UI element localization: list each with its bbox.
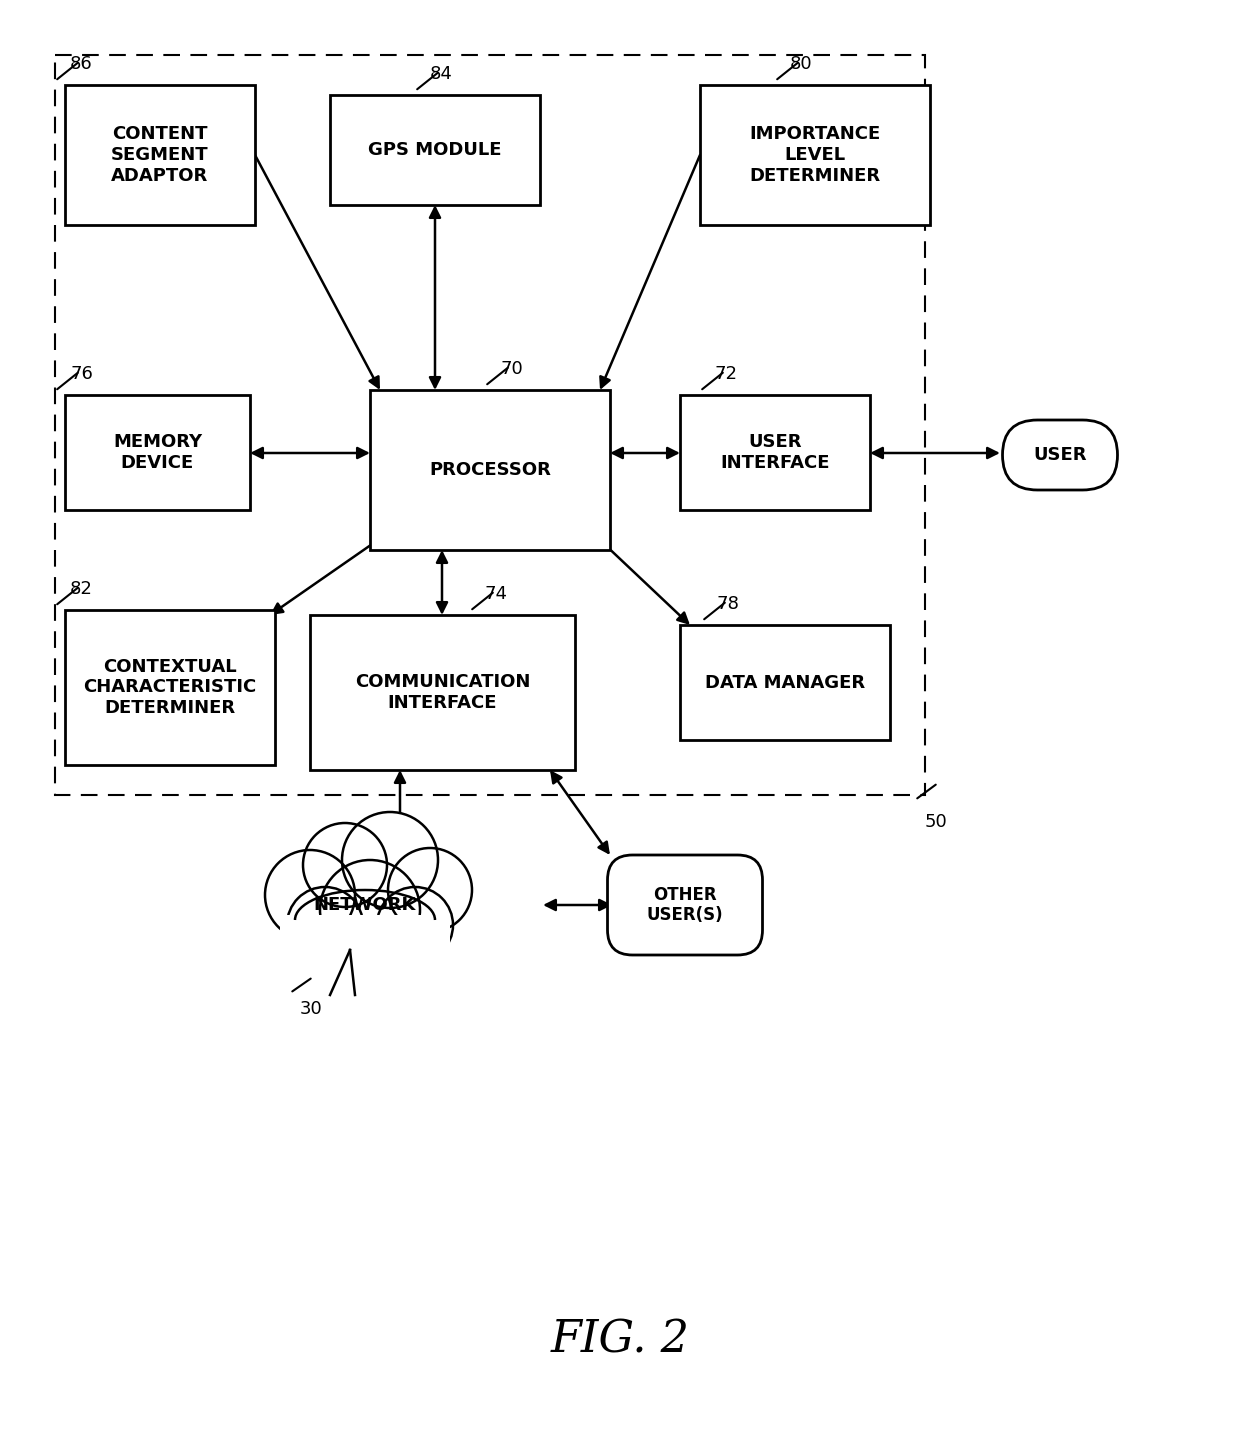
Text: MEMORY
DEVICE: MEMORY DEVICE <box>113 432 202 473</box>
Text: NETWORK: NETWORK <box>314 896 417 914</box>
Bar <box>680 624 890 740</box>
Text: 70: 70 <box>500 359 523 378</box>
Circle shape <box>342 812 438 908</box>
Bar <box>330 95 539 205</box>
Bar <box>64 84 255 225</box>
Bar <box>280 915 450 965</box>
Text: CONTEXTUAL
CHARACTERISTIC
DETERMINER: CONTEXTUAL CHARACTERISTIC DETERMINER <box>83 657 257 717</box>
Circle shape <box>388 848 472 932</box>
Circle shape <box>303 823 387 906</box>
Bar <box>680 395 870 510</box>
Text: DATA MANAGER: DATA MANAGER <box>704 673 866 692</box>
Circle shape <box>265 851 355 939</box>
Text: 82: 82 <box>69 580 93 599</box>
Text: 50: 50 <box>925 813 947 831</box>
Text: 74: 74 <box>485 586 508 603</box>
Bar <box>55 54 925 795</box>
Circle shape <box>286 886 363 962</box>
Text: 72: 72 <box>715 365 738 382</box>
Circle shape <box>320 861 420 959</box>
Text: 78: 78 <box>717 596 740 613</box>
Text: PROCESSOR: PROCESSOR <box>429 461 551 478</box>
Bar <box>64 395 250 510</box>
Bar <box>310 614 575 770</box>
Text: 86: 86 <box>69 54 93 73</box>
Bar <box>64 610 275 765</box>
Text: USER
INTERFACE: USER INTERFACE <box>720 432 830 473</box>
Text: USER: USER <box>1033 445 1086 464</box>
Text: CONTENT
SEGMENT
ADAPTOR: CONTENT SEGMENT ADAPTOR <box>112 125 208 185</box>
Text: 84: 84 <box>430 64 453 83</box>
Bar <box>701 84 930 225</box>
Text: 80: 80 <box>790 54 812 73</box>
Text: OTHER
USER(S): OTHER USER(S) <box>647 885 723 925</box>
FancyBboxPatch shape <box>1002 420 1117 490</box>
Circle shape <box>377 886 453 962</box>
Bar <box>370 390 610 550</box>
Text: GPS MODULE: GPS MODULE <box>368 140 502 159</box>
Text: FIG. 2: FIG. 2 <box>551 1319 689 1362</box>
Text: COMMUNICATION
INTERFACE: COMMUNICATION INTERFACE <box>355 673 531 712</box>
FancyBboxPatch shape <box>608 855 763 955</box>
Text: 76: 76 <box>69 365 93 382</box>
Text: IMPORTANCE
LEVEL
DETERMINER: IMPORTANCE LEVEL DETERMINER <box>749 125 880 185</box>
Text: 30: 30 <box>300 1000 322 1018</box>
